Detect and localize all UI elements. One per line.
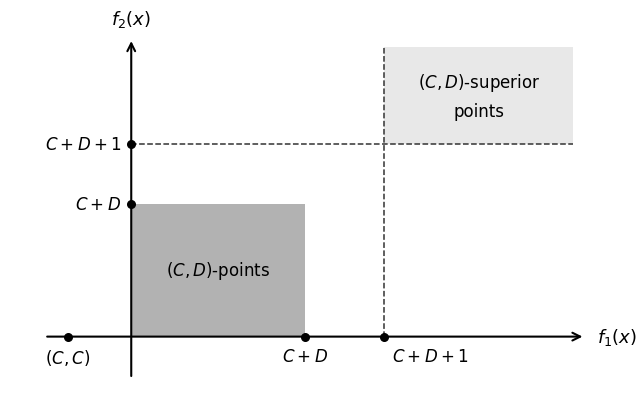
Text: $(C, C)$: $(C, C)$ [45,347,91,368]
Text: $C + D + 1$: $C + D + 1$ [45,135,121,153]
Bar [131,205,305,337]
Point [63,334,73,340]
Point [379,334,389,340]
Text: $C + D + 1$: $C + D + 1$ [392,347,468,366]
Text: $f_2(x)$: $f_2(x)$ [111,9,151,30]
Point [126,141,136,148]
Text: $(C, D)$-points: $(C, D)$-points [166,260,270,281]
Text: $C + D$: $C + D$ [282,347,328,366]
Text: $(C, D)$-superior
points: $(C, D)$-superior points [417,72,540,120]
Point [126,201,136,208]
Text: $f_1(x)$: $f_1(x)$ [597,326,637,347]
Point [300,334,310,340]
Bar [384,48,573,145]
Text: $C + D$: $C + D$ [75,196,121,213]
